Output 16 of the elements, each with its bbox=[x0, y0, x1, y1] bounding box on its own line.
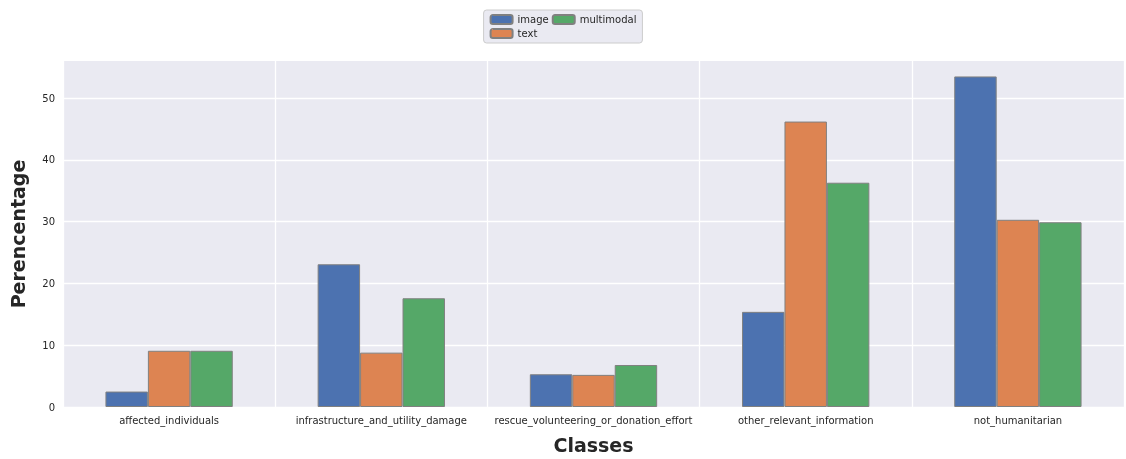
x-tick-label: infrastructure_and_utility_damage bbox=[295, 414, 467, 427]
x-tick-label: rescue_volunteering_or_donation_effort bbox=[494, 414, 693, 427]
x-tick-label: not_humanitarian bbox=[973, 414, 1063, 427]
x-axis-title: Classes bbox=[553, 433, 634, 456]
y-tick-label: 50 bbox=[42, 92, 55, 104]
x-tick-label: affected_individuals bbox=[119, 414, 220, 427]
legend-label: image bbox=[517, 14, 549, 25]
y-tick-label: 20 bbox=[42, 277, 55, 289]
y-tick-label: 40 bbox=[42, 154, 55, 166]
legend-label: text bbox=[517, 28, 538, 39]
y-axis-title: Perencentage bbox=[6, 159, 29, 309]
y-tick-label: 0 bbox=[48, 401, 55, 413]
x-tick-label: other_relevant_information bbox=[737, 414, 874, 427]
legend-label: multimodal bbox=[579, 14, 637, 25]
y-tick-label: 30 bbox=[42, 216, 55, 228]
y-tick-label: 10 bbox=[42, 339, 55, 351]
